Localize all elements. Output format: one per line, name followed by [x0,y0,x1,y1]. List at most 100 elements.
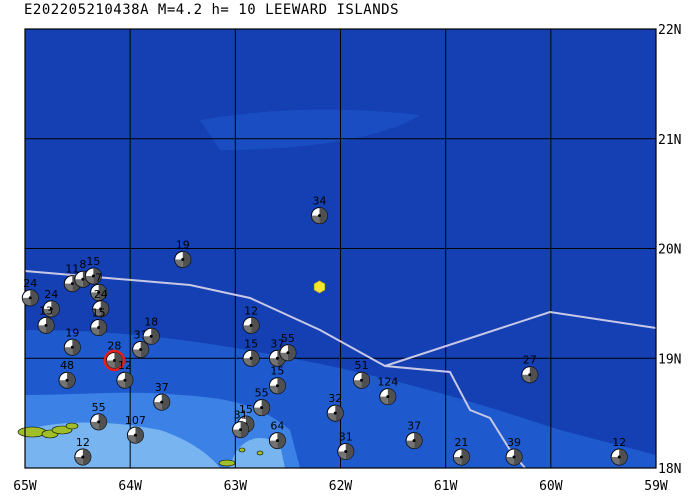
beachball-center [275,439,279,443]
beachball-center [133,433,137,437]
beachball-quadrant [345,443,354,460]
beachball-center [65,378,69,382]
depth-label: 15 [270,365,284,378]
depth-label: 31 [234,409,248,422]
map-frame [24,28,657,469]
island [238,447,246,453]
beachball-center [260,406,264,410]
focal-mechanism [84,267,102,285]
depth-label: 8 [79,258,86,271]
beachball-quadrant [127,435,136,444]
plate-boundary [384,310,657,367]
depth-label: 24 [23,277,37,290]
beachball-quadrant [22,297,31,306]
beachball-quadrant [277,432,286,449]
lon-tick-label: 65W [13,479,37,494]
focal-mechanism [405,432,423,450]
focal-mechanism [37,316,55,334]
depth-label: 37 [407,420,421,433]
beachball-center [49,307,53,311]
beachball-center [459,455,463,459]
beachball-center [333,411,337,415]
beachball-center [249,323,253,327]
beachball-quadrant [287,344,296,361]
focal-mechanism [279,344,297,362]
beachball-center [344,450,348,454]
focal-mechanism [521,366,539,384]
lon-tick-label: 63W [224,479,248,494]
beachball-center [91,274,95,278]
depth-label: 55 [281,332,295,345]
beachball-quadrant [453,457,462,466]
beachball-quadrant [135,427,144,444]
beachball-quadrant [98,413,107,430]
beachball-quadrant [279,352,288,361]
beachball-quadrant [46,317,55,334]
focal-mechanism [268,432,286,450]
beachball-center [70,345,74,349]
beachball-quadrant [521,374,530,383]
beachball-center [360,378,364,382]
focal-mechanism [126,426,144,444]
beachball-quadrant [72,339,81,356]
depth-label: 55 [255,387,269,400]
depth-label: 12 [76,436,90,449]
beachball-quadrant [153,402,162,411]
beachball-quadrant [619,449,628,466]
beachball-quadrant [240,421,249,438]
beachball-quadrant [611,457,620,466]
focal-mechanism [90,283,108,301]
depth-label: 24 [44,288,58,301]
focal-mechanism [505,448,523,466]
beachball-center [44,323,48,327]
focal-mechanism [310,207,328,225]
epicenter-marker [313,280,326,294]
beachball-quadrant [74,457,83,466]
beachball-quadrant [64,347,73,356]
beachball-quadrant [461,449,470,466]
lon-tick-label: 61W [434,479,458,494]
island [65,422,79,430]
beachball-center [28,296,32,300]
depth-label: 15 [86,255,100,268]
focal-mechanism [337,443,355,461]
beachball-quadrant [387,388,396,405]
beachball-center [275,384,279,388]
beachball-center [70,282,74,286]
beachball-quadrant [114,352,123,369]
beachball-quadrant [311,215,320,224]
lon-tick-label: 64W [118,479,142,494]
depth-label: 32 [328,392,342,405]
focal-mechanism [21,289,39,307]
depth-label: 37 [270,337,284,350]
beachball-quadrant [85,275,94,284]
beachball-center [528,373,532,377]
focal-mechanism [379,388,397,406]
beachball-center [139,347,143,351]
island [256,450,264,456]
depth-label: 64 [270,420,284,433]
beachball-center [181,257,185,261]
beachball-quadrant [269,358,278,367]
depth-label: 7 [95,271,102,284]
beachball-quadrant [243,325,252,334]
depth-label: 19 [65,326,79,339]
lon-tick-label: 62W [329,479,353,494]
beachball-quadrant [143,336,152,345]
lat-tick-label: 18N [658,462,681,477]
focal-mechanism [92,300,110,318]
beachball-center [81,277,85,281]
beachball-center [97,326,101,330]
depth-label: 31 [339,431,353,444]
focal-mechanism [142,327,160,345]
focal-mechanism [153,393,171,411]
beachball-quadrant [132,349,141,358]
beachball-quadrant [277,377,286,394]
beachball-center [317,214,321,218]
focal-mechanism [90,413,108,431]
beachball-quadrant [361,372,370,389]
depth-label: 124 [377,376,398,389]
beachball-quadrant [124,372,133,389]
focal-mechanism [90,319,108,337]
plate-boundary [24,270,526,469]
